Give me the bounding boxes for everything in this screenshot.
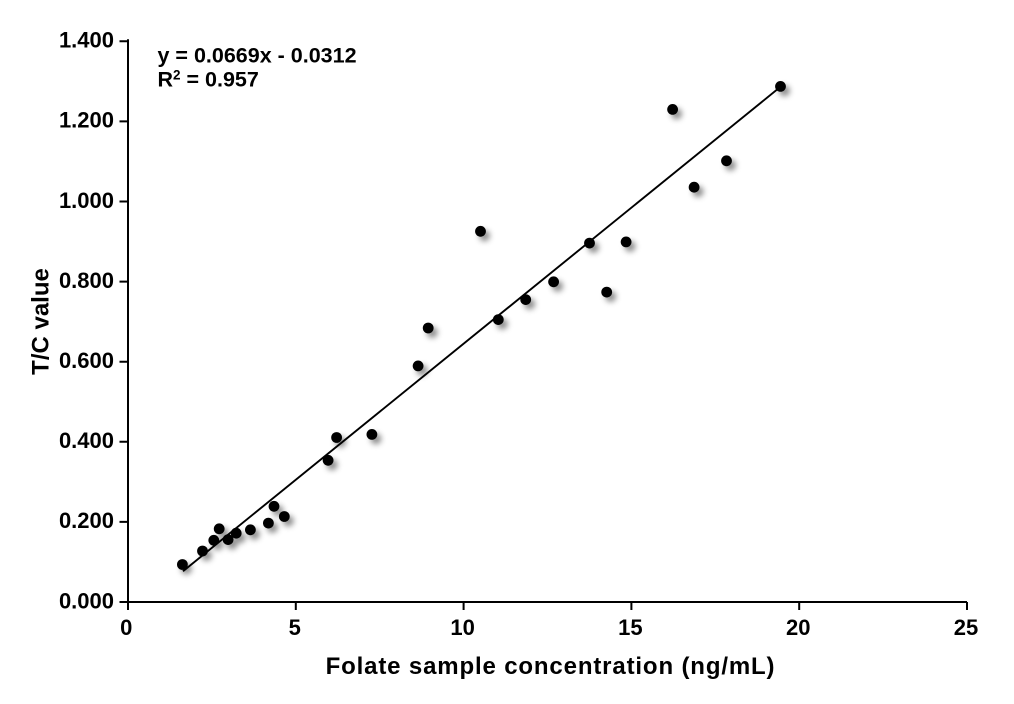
- svg-text:0.400: 0.400: [59, 428, 114, 453]
- svg-text:Folate sample concentration (n: Folate sample concentration (ng/mL): [326, 653, 776, 680]
- svg-text:10: 10: [450, 615, 474, 640]
- svg-text:0.000: 0.000: [59, 588, 114, 613]
- svg-text:1.200: 1.200: [59, 108, 114, 133]
- svg-text:y = 0.0669x - 0.0312: y = 0.0669x - 0.0312: [158, 44, 357, 68]
- svg-text:0: 0: [120, 615, 132, 640]
- svg-text:25: 25: [954, 615, 978, 640]
- svg-text:T/C value: T/C value: [28, 268, 55, 375]
- svg-text:0.200: 0.200: [59, 508, 114, 533]
- svg-text:15: 15: [618, 615, 642, 640]
- svg-text:5: 5: [289, 615, 301, 640]
- svg-text:1.400: 1.400: [59, 28, 114, 53]
- svg-text:1.000: 1.000: [59, 188, 114, 213]
- svg-text:0.800: 0.800: [59, 268, 114, 293]
- svg-text:20: 20: [786, 615, 810, 640]
- svg-text:R2 = 0.957: R2 = 0.957: [158, 68, 259, 92]
- svg-text:0.600: 0.600: [59, 348, 114, 373]
